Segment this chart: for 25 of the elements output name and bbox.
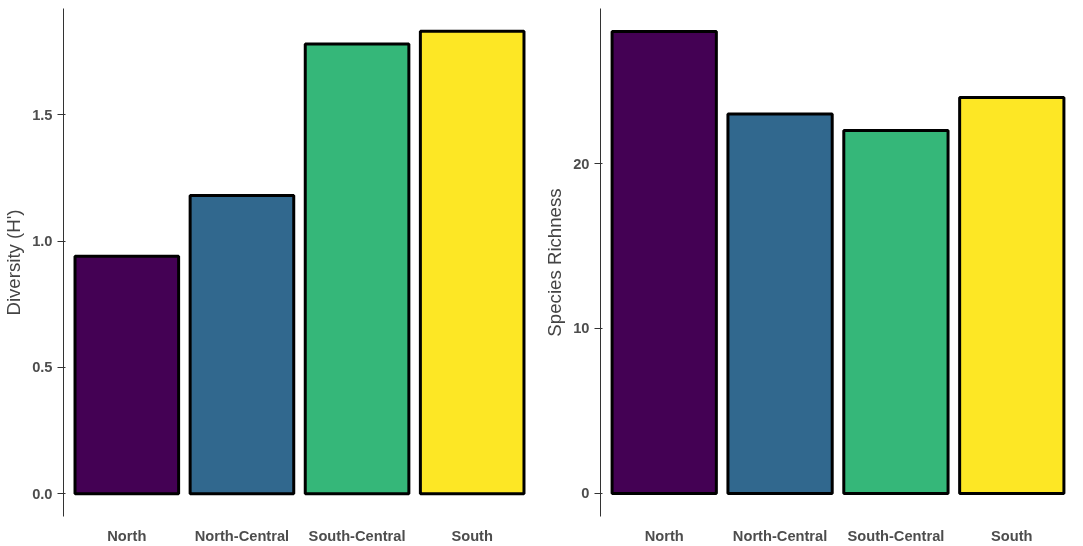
bar bbox=[958, 96, 1066, 495]
y-axis-title: Species Richness bbox=[544, 188, 566, 337]
y-tick-label: 20 bbox=[573, 155, 590, 172]
y-tick-label: 1.5 bbox=[32, 106, 53, 123]
bar bbox=[842, 129, 950, 495]
bar bbox=[418, 29, 526, 496]
y-tick-label: 10 bbox=[573, 320, 590, 337]
y-tick-label: 1.0 bbox=[32, 233, 53, 250]
y-axis-title: Diversity (H') bbox=[3, 209, 25, 316]
x-tick-label: North-Central bbox=[732, 527, 828, 544]
x-tick-label: North bbox=[644, 527, 684, 544]
bar bbox=[73, 254, 181, 496]
x-tick-label: North bbox=[107, 527, 147, 544]
bar bbox=[726, 112, 834, 495]
y-tick-label: 0 bbox=[581, 485, 590, 502]
bar bbox=[303, 42, 411, 496]
x-tick-label: South bbox=[451, 527, 493, 544]
x-tick-label: South bbox=[991, 527, 1033, 544]
x-tick-label: South-Central bbox=[308, 527, 406, 544]
y-tick-label: 0.5 bbox=[32, 359, 53, 376]
bar bbox=[188, 194, 296, 496]
x-tick-label: North-Central bbox=[194, 527, 290, 544]
bar bbox=[610, 30, 718, 495]
x-tick-label: South-Central bbox=[847, 527, 945, 544]
y-tick-label: 0.0 bbox=[32, 485, 53, 502]
